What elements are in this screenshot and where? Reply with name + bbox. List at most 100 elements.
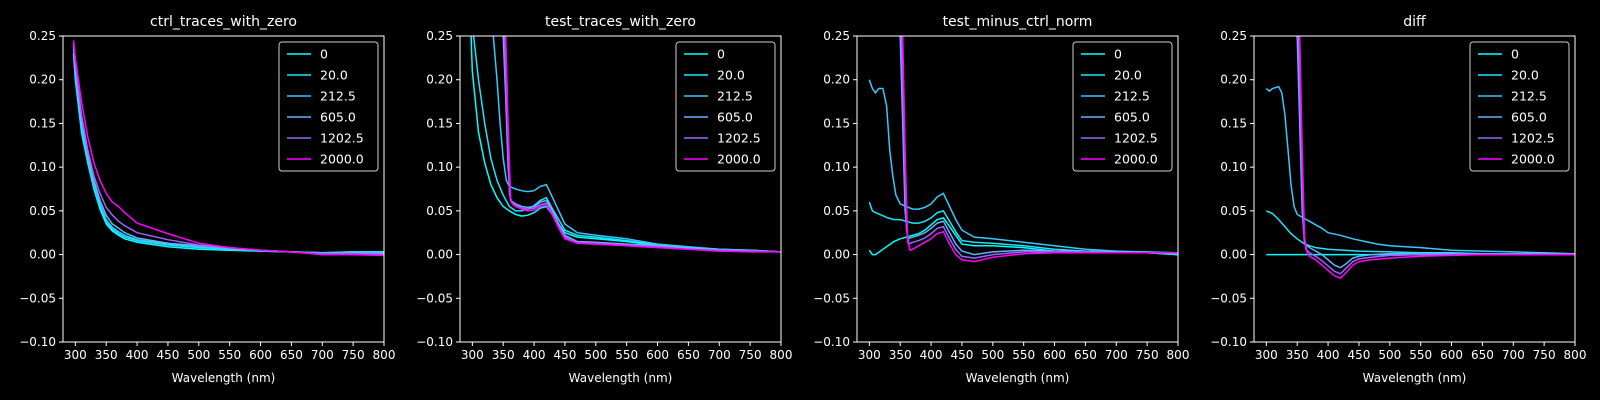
legend-entry: 605.0 — [320, 110, 356, 125]
x-tick-label: 450 — [553, 348, 576, 362]
y-tick-label: 0.20 — [426, 73, 453, 87]
x-tick-label: 600 — [1043, 348, 1066, 362]
x-tick-label: 350 — [889, 348, 912, 362]
x-tick-label: 400 — [126, 348, 149, 362]
chart-panel-3: 300 350 400 450 500 550 600 650 700 750 800 −0.10 −0… — [813, 14, 1189, 385]
y-tick-label: 0.10 — [1220, 160, 1247, 174]
y-tick-label: 0.10 — [823, 160, 850, 174]
legend-entry: 605.0 — [1511, 110, 1547, 125]
x-axis-label: Wavelength (nm) — [966, 371, 1070, 385]
x-tick-label: 600 — [249, 348, 272, 362]
x-tick-label: 600 — [1440, 348, 1463, 362]
legend-entry: 212.5 — [717, 89, 753, 104]
x-tick-label: 800 — [373, 348, 396, 362]
legend: 0 20.0 212.5 605.0 1202.5 2000.0 — [676, 42, 775, 171]
x-tick-label: 750 — [342, 348, 365, 362]
y-tick-label: −0.05 — [813, 291, 850, 305]
legend-entry: 20.0 — [717, 68, 745, 83]
x-tick-label: 400 — [1317, 348, 1340, 362]
y-tick-label: 0.15 — [426, 116, 453, 130]
legend-entry: 20.0 — [1114, 68, 1142, 83]
y-tick-label: −0.05 — [19, 291, 56, 305]
y-tick-label: −0.10 — [416, 335, 453, 349]
legend-entry: 605.0 — [717, 110, 753, 125]
x-tick-label: 500 — [1378, 348, 1401, 362]
legend-entry: 2000.0 — [1114, 152, 1158, 167]
y-tick-label: 0.20 — [823, 73, 850, 87]
y-tick-label: 0.15 — [1220, 116, 1247, 130]
x-axis-label: Wavelength (nm) — [172, 371, 276, 385]
y-tick-label: 0.15 — [29, 116, 56, 130]
legend-entry: 2000.0 — [320, 152, 364, 167]
y-tick-label: 0.25 — [426, 29, 453, 43]
y-tick-label: 0.25 — [823, 29, 850, 43]
y-tick-label: 0.05 — [29, 204, 56, 218]
legend-entry: 2000.0 — [1511, 152, 1555, 167]
x-tick-label: 700 — [1105, 348, 1128, 362]
chart-title: test_minus_ctrl_norm — [943, 14, 1093, 30]
legend-entry: 0 — [320, 47, 328, 62]
x-tick-label: 650 — [1074, 348, 1097, 362]
y-tick-label: −0.05 — [416, 291, 453, 305]
chart-panel-1: 300 350 400 450 500 550 600 650 700 750 800 −0.10 −0… — [19, 14, 395, 385]
y-tick-label: 0.10 — [29, 160, 56, 174]
legend-entry: 1202.5 — [717, 131, 761, 146]
x-tick-label: 300 — [1255, 348, 1278, 362]
legend-entry: 212.5 — [1114, 89, 1150, 104]
legend-entry: 20.0 — [1511, 68, 1539, 83]
y-tick-label: 0.00 — [426, 248, 453, 262]
x-axis-label: Wavelength (nm) — [1363, 371, 1467, 385]
x-tick-label: 300 — [64, 348, 87, 362]
x-tick-label: 500 — [187, 348, 210, 362]
x-tick-label: 550 — [615, 348, 638, 362]
x-tick-label: 650 — [280, 348, 303, 362]
legend: 0 20.0 212.5 605.0 1202.5 2000.0 — [1470, 42, 1569, 171]
x-tick-label: 500 — [584, 348, 607, 362]
x-tick-label: 750 — [1533, 348, 1556, 362]
y-tick-label: 0.05 — [426, 204, 453, 218]
chart-title: ctrl_traces_with_zero — [150, 14, 297, 30]
y-tick-label: 0.00 — [823, 248, 850, 262]
x-tick-label: 700 — [311, 348, 334, 362]
y-tick-label: −0.10 — [1210, 335, 1247, 349]
legend-entry: 212.5 — [1511, 89, 1547, 104]
y-tick-label: 0.10 — [426, 160, 453, 174]
legend: 0 20.0 212.5 605.0 1202.5 2000.0 — [279, 42, 378, 171]
x-tick-label: 800 — [770, 348, 793, 362]
legend-entry: 0 — [717, 47, 725, 62]
legend-entry: 20.0 — [320, 68, 348, 83]
legend: 0 20.0 212.5 605.0 1202.5 2000.0 — [1073, 42, 1172, 171]
x-tick-label: 550 — [218, 348, 241, 362]
x-tick-label: 750 — [739, 348, 762, 362]
x-tick-label: 650 — [1471, 348, 1494, 362]
x-tick-label: 450 — [1347, 348, 1370, 362]
x-tick-label: 450 — [950, 348, 973, 362]
x-tick-label: 300 — [858, 348, 881, 362]
x-tick-label: 400 — [920, 348, 943, 362]
x-tick-label: 550 — [1012, 348, 1035, 362]
x-tick-label: 550 — [1409, 348, 1432, 362]
chart-panel-4: 300 350 400 450 500 550 600 650 700 750 800 −0.10 −0… — [1210, 14, 1586, 385]
x-tick-label: 350 — [492, 348, 515, 362]
y-tick-label: 0.15 — [823, 116, 850, 130]
legend-entry: 0 — [1114, 47, 1122, 62]
x-tick-label: 400 — [523, 348, 546, 362]
legend-entry: 1202.5 — [320, 131, 364, 146]
y-tick-label: 0.00 — [1220, 248, 1247, 262]
y-tick-label: 0.00 — [29, 248, 56, 262]
x-tick-label: 300 — [461, 348, 484, 362]
y-tick-label: 0.20 — [29, 73, 56, 87]
y-tick-label: −0.10 — [19, 335, 56, 349]
legend-entry: 0 — [1511, 47, 1519, 62]
legend-entry: 605.0 — [1114, 110, 1150, 125]
y-tick-label: −0.10 — [813, 335, 850, 349]
chart-title: test_traces_with_zero — [545, 14, 696, 30]
x-tick-label: 800 — [1564, 348, 1587, 362]
x-axis-label: Wavelength (nm) — [569, 371, 673, 385]
legend-entry: 1202.5 — [1114, 131, 1158, 146]
legend-entry: 1202.5 — [1511, 131, 1555, 146]
chart-title: diff — [1403, 14, 1426, 30]
x-tick-label: 700 — [1502, 348, 1525, 362]
x-tick-label: 650 — [677, 348, 700, 362]
